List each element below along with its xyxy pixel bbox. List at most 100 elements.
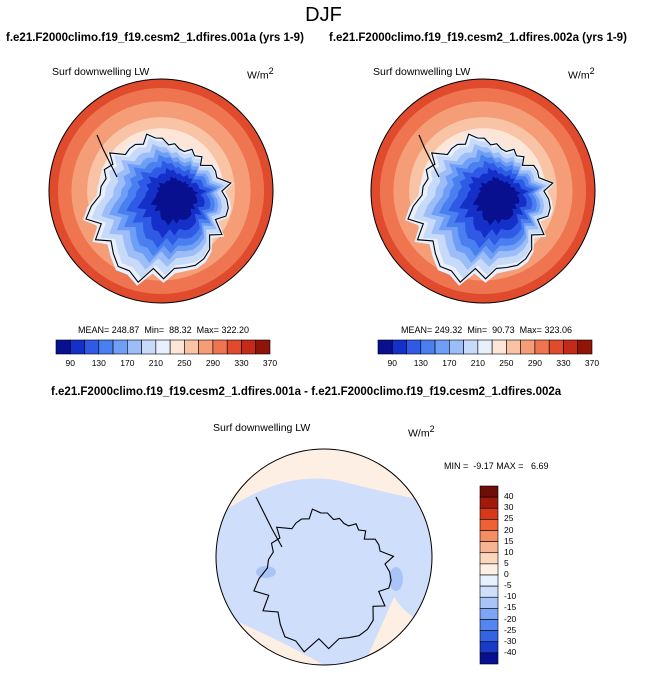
colorbar-b-cell-7: [477, 339, 493, 355]
colorbar-b-cell-12: [548, 339, 564, 355]
colorbar-a-cell-8: [169, 339, 185, 355]
colorbar-diff-cell-6: [479, 552, 499, 565]
colorbar-diff-cell-10: [479, 596, 499, 609]
labels-a-label: 90: [65, 358, 75, 368]
colorbar-b-cell-3: [420, 339, 436, 355]
colorbar-b-cell-14: [577, 339, 593, 355]
panel-b-coastline: [407, 133, 554, 284]
colorbar-diff-cell-13: [479, 630, 499, 643]
colorbar-diff-label: -25: [504, 624, 517, 635]
colorbar-diff-label: 0: [504, 569, 509, 579]
colorbar-b-cell-2: [406, 339, 422, 355]
colorbar-a-cell-2: [84, 339, 100, 355]
colorbar-b-cell-5: [449, 339, 464, 355]
panel-a-stats: MEAN= 248.87 Min= 88.32 Max= 322.20: [78, 325, 249, 335]
labels-b-label: 130: [413, 358, 428, 368]
colorbar-a-cell-9: [184, 339, 199, 355]
labels-b-label: 290: [527, 358, 543, 368]
colorbar-diff-label: -20: [504, 613, 517, 624]
labels-a-label: 250: [177, 358, 192, 368]
colorbar-diff-cell-9: [479, 585, 499, 598]
panel-diff-peninsula: [255, 496, 283, 548]
panel-b-cold-7: [472, 176, 521, 226]
labels-a-label: 170: [120, 358, 135, 368]
colorbar-diff-label: -40: [504, 646, 517, 657]
labels-a-label: 130: [91, 358, 106, 368]
labels-a-label: 370: [262, 358, 278, 368]
panel-a-peninsula: [96, 134, 118, 178]
colorbar-a-cell-12: [226, 339, 242, 355]
colorbar-b-cell-4: [434, 339, 450, 355]
colorbar-diff-cell-15: [479, 652, 499, 665]
labels-b-label: 370: [584, 358, 600, 368]
colorbar-a-cell-0: [55, 339, 71, 355]
panel-b-variable: Surf downwelling LW: [373, 66, 471, 78]
panel-diff-units: W/m2: [408, 424, 435, 440]
labels-a-label: 290: [205, 358, 221, 368]
panel-diff-negative-spot-1: [256, 566, 276, 578]
colorbar-diff-label: 5: [504, 557, 509, 568]
figure-title: DJF: [305, 4, 342, 26]
colorbar-a-cell-10: [198, 339, 214, 355]
panel-a-variable: Surf downwelling LW: [52, 66, 150, 78]
labels-b-label: 210: [470, 358, 485, 368]
panel-diff-positive-north: [216, 449, 432, 517]
colorbar-b-cell-9: [506, 339, 521, 355]
panel-diff-stats: MIN = -9.17 MAX = 6.69: [444, 461, 549, 471]
colorbar-diff-label: 15: [504, 535, 514, 546]
panel-b-map-border: [370, 78, 596, 304]
colorbar-b-cell-11: [534, 339, 550, 355]
colorbar-diff-cell-1: [479, 496, 499, 509]
labels-a-label: 330: [234, 358, 249, 368]
colorbar-diff-cell-8: [479, 574, 499, 587]
colorbar-diff-cell-0: [479, 485, 499, 498]
colorbar-b-cell-1: [391, 339, 407, 355]
diff-title: f.e21.F2000climo.f19_f19.cesm2_1.dfires.…: [51, 386, 562, 398]
colorbar-diff-cell-14: [479, 641, 499, 654]
colorbar-a-cell-4: [112, 339, 128, 355]
colorbar-diff-cell-2: [479, 507, 499, 520]
colorbar-diff-label: -15: [504, 602, 517, 613]
colorbar-b-cell-0: [377, 339, 393, 355]
panel-a-units: W/m2: [247, 66, 274, 82]
panel-a-cold-7: [150, 176, 199, 226]
labels-b-label: 170: [442, 358, 457, 368]
panel-diff-coastline: [253, 508, 395, 653]
colorbar-diff-label: -10: [504, 591, 517, 602]
colorbar-a-cell-11: [212, 339, 228, 355]
panel-a-coastline: [85, 133, 232, 284]
labels-b-label: 250: [499, 358, 514, 368]
colorbar-a-cell-3: [98, 339, 114, 355]
colorbar-a-cell-14: [255, 339, 271, 355]
colorbar-diff-label: -30: [504, 635, 517, 646]
colorbar-a-cell-1: [69, 339, 85, 355]
colorbar-a-cell-13: [241, 339, 257, 355]
colorbar-diff-label: -5: [504, 580, 512, 591]
panel-b-map: [371, 79, 595, 303]
panel-diff-variable: Surf downwelling LW: [213, 422, 311, 434]
colorbar-diff-label: 40: [504, 491, 514, 502]
labels-b-label: 330: [556, 358, 571, 368]
labels-b-label: 90: [387, 358, 397, 368]
colorbar-diff-label: 25: [504, 513, 514, 524]
panel-b-peninsula: [418, 134, 440, 178]
panel-diff-map-border: [215, 448, 433, 666]
run-b-title: f.e21.F2000climo.f19_f19.cesm2_1.dfires.…: [329, 32, 627, 44]
run-a-title: f.e21.F2000climo.f19_f19.cesm2_1.dfires.…: [6, 32, 304, 44]
colorbar-diff-cell-11: [479, 608, 499, 620]
panel-diff-map: [216, 449, 432, 665]
panel-b-stats: MEAN= 249.32 Min= 90.73 Max= 323.06: [401, 325, 572, 335]
panel-b-units: W/m2: [568, 66, 595, 82]
colorbar-a-cell-6: [141, 339, 157, 355]
colorbar-diff-cell-12: [479, 619, 499, 631]
colorbar-diff-label: 30: [504, 502, 514, 513]
labels-a-label: 210: [148, 358, 163, 368]
panel-a-map: [49, 79, 273, 303]
colorbar-diff-label: 20: [504, 524, 514, 535]
panel-diff-negative-spot-2: [389, 567, 403, 591]
colorbar-diff-label: 10: [504, 546, 514, 557]
colorbar-a-cell-5: [127, 339, 142, 355]
colorbar-b-cell-8: [491, 339, 507, 355]
colorbar-diff-cell-5: [479, 541, 499, 554]
